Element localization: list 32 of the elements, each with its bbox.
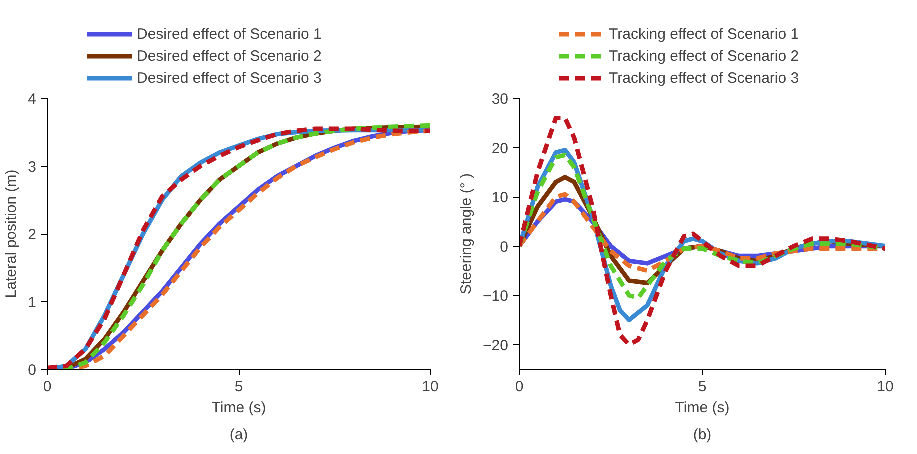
x-tick-label: 0	[515, 378, 524, 396]
x-axis-title: Time (s)	[675, 400, 730, 416]
y-tick-label: −20	[483, 337, 509, 354]
y-axis-title: Lateral position (m)	[3, 170, 20, 298]
x-tick-label: 5	[698, 378, 707, 396]
y-tick-label: 10	[492, 190, 509, 207]
legend-label: Desired effect of Scenario 1	[137, 26, 322, 42]
y-tick-label: 3	[28, 158, 36, 176]
x-tick-label: 10	[877, 378, 894, 396]
x-tick-label: 0	[43, 378, 52, 396]
legend-label: Tracking effect of Scenario 3	[609, 70, 800, 86]
y-tick-label: 20	[492, 140, 509, 158]
legend-label: Tracking effect of Scenario 2	[609, 48, 800, 64]
y-axis-title: Steering angle (° )	[458, 173, 476, 295]
line-series	[520, 116, 886, 348]
text: (b)	[693, 426, 712, 444]
x-axis-title: Time (s)	[212, 400, 266, 416]
text: (a)	[230, 426, 248, 444]
y-tick-label: −10	[483, 288, 509, 306]
y-tick-label: 1	[28, 294, 36, 312]
legend-label: Desired effect of Scenario 3	[137, 70, 322, 86]
legend-label: Desired effect of Scenario 2	[137, 48, 322, 64]
y-tick-label: 4	[28, 91, 36, 108]
y-tick-label: 0	[28, 362, 36, 379]
line-series	[520, 152, 886, 300]
x-tick-label: 5	[234, 378, 244, 396]
legend-label: Tracking effect of Scenario 1	[609, 26, 800, 42]
line-series	[520, 192, 886, 274]
y-tick-label: 2	[28, 226, 36, 244]
y-tick-label: 30	[492, 91, 509, 108]
y-tick-label: 0	[500, 238, 508, 256]
x-tick-label: 10	[422, 378, 439, 396]
